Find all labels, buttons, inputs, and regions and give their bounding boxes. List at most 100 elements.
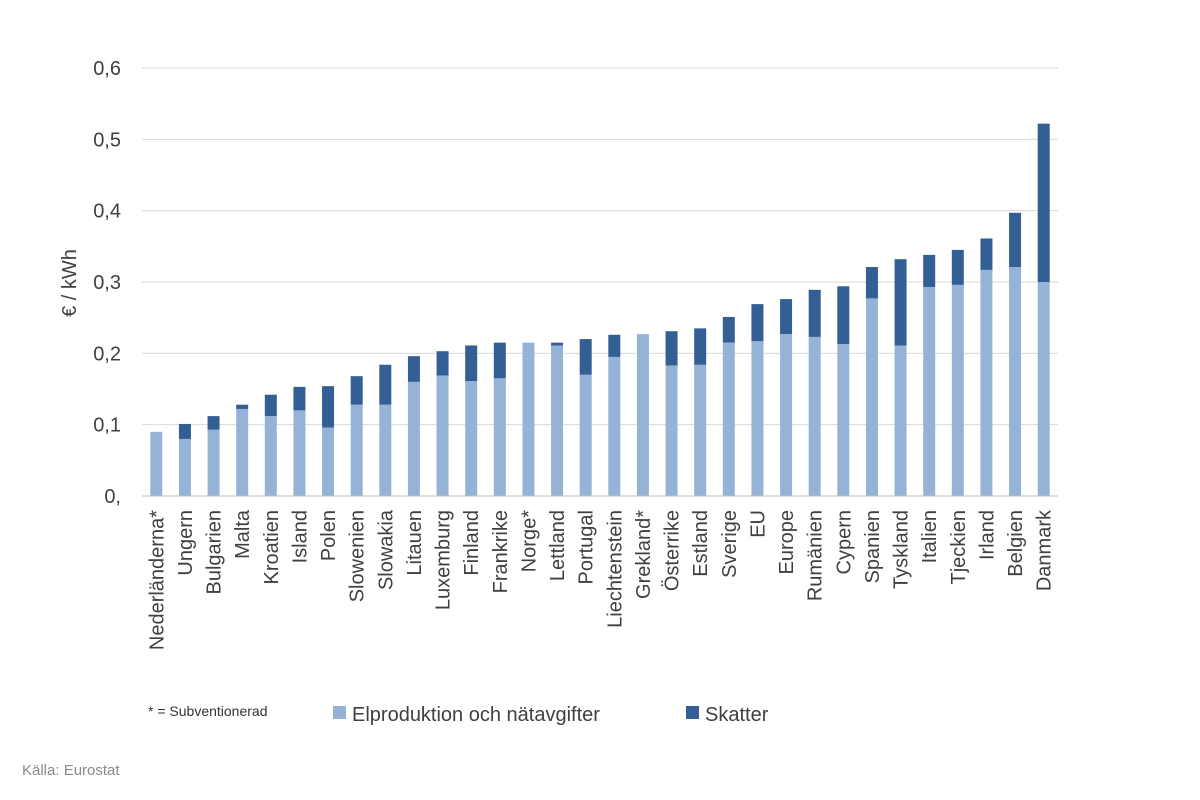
bar-segment-elproduktion xyxy=(636,334,649,496)
bar-segment-elproduktion xyxy=(322,427,335,496)
bar-segment-skatter xyxy=(722,316,735,343)
bar-segment-elproduktion xyxy=(1037,282,1050,496)
bar-segment-elproduktion xyxy=(551,345,564,496)
bar-segment-elproduktion xyxy=(579,374,592,496)
y-axis-ticks: 0, 0,1 0,2 0,3 0,4 0,5 0,6 xyxy=(93,58,121,508)
x-tick-label: Belgien xyxy=(1005,510,1027,577)
x-tick-label: Norge* xyxy=(518,510,540,572)
bar-segment-elproduktion xyxy=(665,365,678,496)
bar-segment-skatter xyxy=(865,267,878,299)
bar-segment-skatter xyxy=(780,299,793,335)
bar-segment-elproduktion xyxy=(465,381,478,496)
bar-segment-elproduktion xyxy=(951,284,964,496)
bar-segment-skatter xyxy=(665,331,678,366)
bars xyxy=(150,123,1050,496)
bar-segment-skatter xyxy=(980,238,993,270)
bar-segment-elproduktion xyxy=(264,416,277,496)
bar-segment-elproduktion xyxy=(751,341,764,496)
x-tick-label: Grekland* xyxy=(633,510,655,599)
legend-swatch-skatter xyxy=(686,706,699,719)
y-tick-label: 0,4 xyxy=(93,201,121,223)
bar-segment-elproduktion xyxy=(150,431,163,496)
bar-segment-elproduktion xyxy=(493,378,506,496)
bar-segment-skatter xyxy=(751,304,764,342)
bar-segment-skatter xyxy=(436,351,449,376)
bar-segment-elproduktion xyxy=(407,381,420,496)
x-tick-label: Ungern xyxy=(175,510,197,576)
y-tick-label: 0, xyxy=(104,486,121,508)
bar-segment-elproduktion xyxy=(894,345,907,496)
bar-segment-elproduktion xyxy=(780,334,793,496)
bar-segment-skatter xyxy=(207,416,220,430)
bar-segment-skatter xyxy=(608,334,621,357)
x-tick-label: Lettland xyxy=(547,510,569,581)
bar-segment-skatter xyxy=(1009,212,1022,268)
legend: Elproduktion och nätavgifter Skatter xyxy=(333,704,769,726)
x-tick-label: Tyskland xyxy=(891,510,913,589)
x-tick-label: Tjeckien xyxy=(948,510,970,584)
x-tick-label: Portugal xyxy=(576,510,598,585)
bar-segment-skatter xyxy=(951,249,964,285)
x-tick-label: Österrike xyxy=(662,510,684,591)
x-tick-label: Frankrike xyxy=(490,510,512,593)
bar-segment-elproduktion xyxy=(522,342,535,496)
y-tick-label: 0,1 xyxy=(93,415,121,437)
bar-segment-elproduktion xyxy=(436,375,449,496)
y-axis-label: € / kWh xyxy=(59,249,81,317)
bar-segment-elproduktion xyxy=(1009,267,1022,496)
legend-label-skatter: Skatter xyxy=(705,704,769,726)
bar-segment-skatter xyxy=(923,254,936,287)
x-tick-label: Italien xyxy=(919,510,941,563)
bar-segment-elproduktion xyxy=(694,364,707,496)
bar-segment-skatter xyxy=(178,423,191,439)
bar-segment-elproduktion xyxy=(722,342,735,496)
bar-segment-elproduktion xyxy=(379,404,392,496)
x-tick-label: Kroatien xyxy=(261,510,283,585)
bar-segment-elproduktion xyxy=(178,438,191,496)
bar-segment-skatter xyxy=(493,342,506,379)
y-tick-label: 0,3 xyxy=(93,272,121,294)
bar-segment-skatter xyxy=(407,356,420,382)
x-tick-label: Finland xyxy=(461,510,483,576)
bar-segment-skatter xyxy=(837,286,850,345)
x-tick-label: Danmark xyxy=(1034,509,1056,591)
x-tick-label: Luxemburg xyxy=(433,510,455,610)
bar-segment-elproduktion xyxy=(207,429,220,496)
legend-swatch-elproduktion xyxy=(333,706,346,719)
bar-segment-elproduktion xyxy=(293,410,306,496)
y-tick-label: 0,2 xyxy=(93,343,121,365)
bar-segment-skatter xyxy=(322,386,335,428)
bar-segment-skatter xyxy=(894,259,907,346)
bar-segment-skatter xyxy=(264,394,277,417)
y-tick-label: 0,5 xyxy=(93,129,121,151)
bar-segment-skatter xyxy=(808,289,821,337)
bar-segment-elproduktion xyxy=(236,408,249,496)
x-tick-label: Slowakia xyxy=(375,509,397,590)
bar-segment-elproduktion xyxy=(608,356,621,496)
bar-segment-skatter xyxy=(379,364,392,405)
bar-segment-skatter xyxy=(579,339,592,375)
bar-segment-elproduktion xyxy=(808,336,821,496)
x-tick-label: Rumänien xyxy=(805,510,827,601)
x-tick-label: EU xyxy=(747,510,769,538)
bar-segment-elproduktion xyxy=(865,298,878,496)
x-tick-label: Bulgarien xyxy=(204,510,226,595)
x-tick-label: Irland xyxy=(976,510,998,560)
x-tick-label: Island xyxy=(289,510,311,563)
bar-segment-skatter xyxy=(465,345,478,382)
x-tick-label: Cypern xyxy=(833,510,855,574)
x-tick-label: Spanien xyxy=(862,510,884,583)
source-note: Källa: Eurostat xyxy=(22,762,120,779)
bar-segment-skatter xyxy=(350,376,363,405)
x-tick-label: Litauen xyxy=(404,510,426,576)
x-axis-labels: Nederländerna* Ungern Bulgarien Malta Kroati… xyxy=(146,509,1055,650)
x-tick-label: Europe xyxy=(776,510,798,575)
gridlines xyxy=(142,67,1058,426)
x-tick-label: Nederländerna* xyxy=(146,510,168,650)
x-tick-label: Liechtenstein xyxy=(604,510,626,628)
bar-segment-skatter xyxy=(236,404,249,409)
bar-segment-skatter xyxy=(694,328,707,365)
x-tick-label: Polen xyxy=(318,510,340,561)
bar-segment-elproduktion xyxy=(923,286,936,496)
